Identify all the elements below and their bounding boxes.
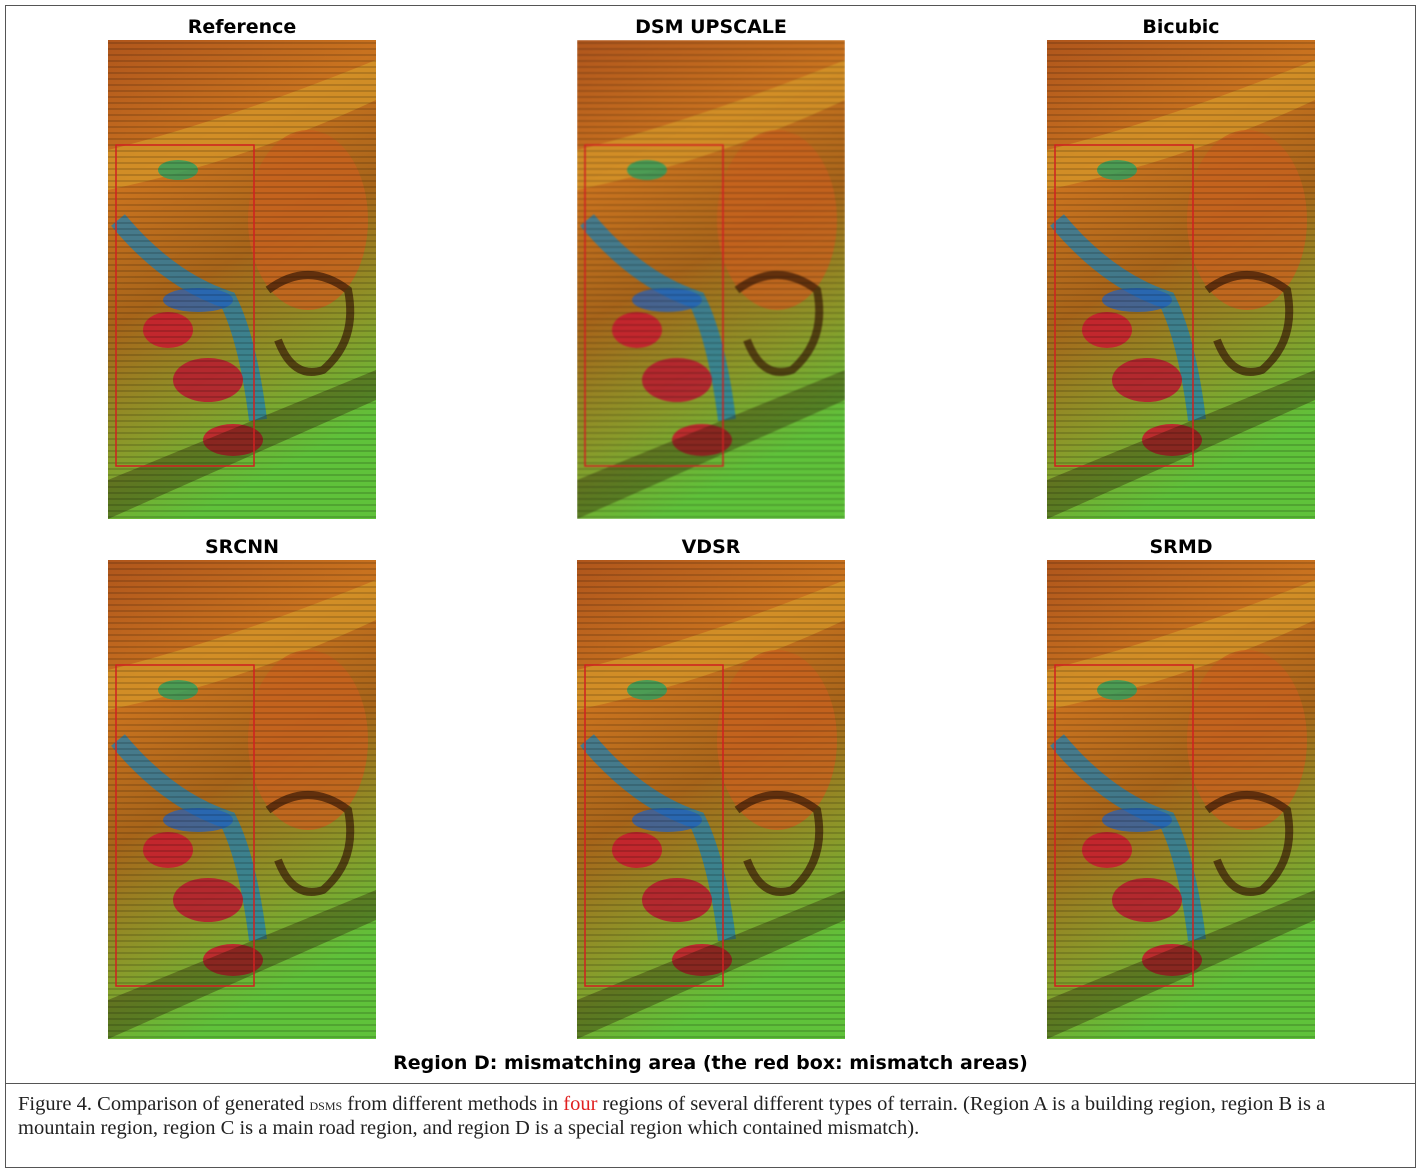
terrain [577, 40, 845, 519]
terrain [108, 40, 376, 519]
panel-title: SRMD [1047, 534, 1315, 560]
dsm-image [108, 40, 376, 519]
panel: Bicubic [1047, 14, 1315, 519]
panel-title: VDSR [577, 534, 845, 560]
terrain [108, 560, 376, 1039]
panel-title: Bicubic [1047, 14, 1315, 40]
page: {"panels": [ {"title": "Reference"}, {"t… [0, 0, 1421, 1173]
panel-title: DSM UPSCALE [577, 14, 845, 40]
terrain [1047, 560, 1315, 1039]
dsm-image [577, 40, 845, 519]
panel: Reference [108, 14, 376, 519]
figure-caption: Figure 4. Comparison of generated DSMs f… [18, 1093, 1398, 1140]
panel-title: Reference [108, 14, 376, 40]
panel: VDSR [577, 534, 845, 1039]
caption-abbr: DSMs [309, 1094, 342, 1114]
panel: DSM UPSCALE [577, 14, 845, 519]
region-caption: Region D: mismatching area (the red box:… [5, 1052, 1416, 1074]
panel: SRCNN [108, 534, 376, 1039]
caption-highlight: four [563, 1093, 597, 1115]
dsm-image [108, 560, 376, 1039]
terrain [577, 560, 845, 1039]
panel-title: SRCNN [108, 534, 376, 560]
caption-text: from different methods in [342, 1093, 563, 1115]
caption-text: Figure 4. Comparison of generated [18, 1093, 309, 1115]
separator [5, 1083, 1416, 1084]
dsm-image [577, 560, 845, 1039]
panel: SRMD [1047, 534, 1315, 1039]
dsm-image [1047, 40, 1315, 519]
terrain [1047, 40, 1315, 519]
dsm-image [1047, 560, 1315, 1039]
